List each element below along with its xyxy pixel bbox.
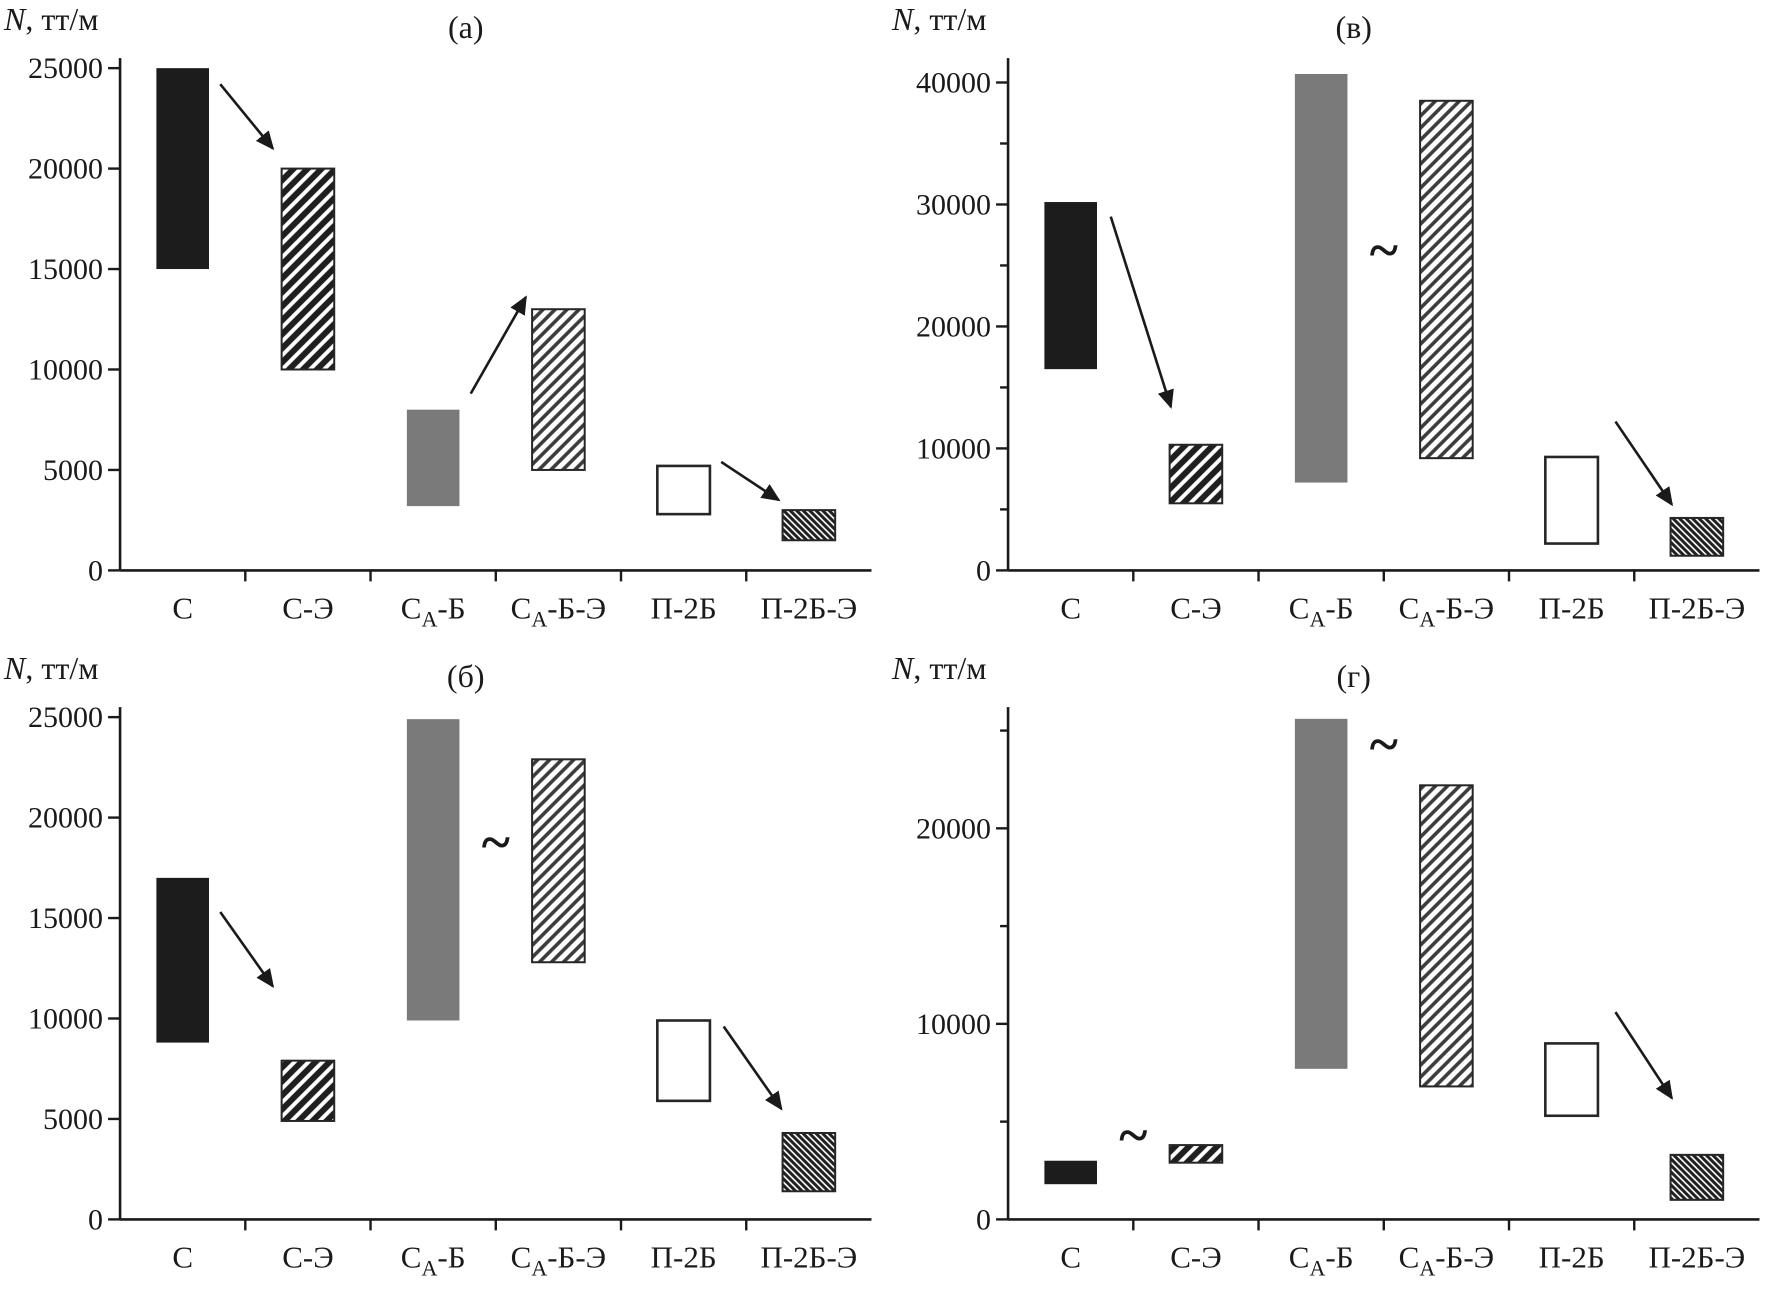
x-category-label: СА-Б <box>1288 590 1353 631</box>
x-category-label: П-2Б-Э <box>1648 1239 1745 1274</box>
trend-arrow <box>1613 1010 1673 1100</box>
range-bar-1 <box>280 1059 336 1122</box>
x-category-label: П-2Б <box>651 590 717 625</box>
y-tick-label: 15000 <box>28 902 103 935</box>
x-category-label: С <box>172 1239 193 1274</box>
panel-g: 0 10000 20000 С С-Э СА-Б СА-Б-Э П-2Б П-2Б-Э N, тт… <box>888 649 1775 1297</box>
y-axis-title: N, тт/м <box>3 650 98 686</box>
y-tick-label: 0 <box>88 554 103 587</box>
y-tick-label: 5000 <box>43 454 103 487</box>
x-category-label: С-Э <box>282 1239 333 1274</box>
y-tick-label: 20000 <box>916 310 991 343</box>
chart-svg-a: 0 5000 10000 15000 20000 25000 С С-Э СА-Б СА-Б-Э П… <box>3 1 872 631</box>
trend-arrow <box>1109 216 1174 409</box>
y-tick-label: 10000 <box>916 1007 991 1040</box>
y-tick-label: 0 <box>88 1203 103 1236</box>
range-bar-4 <box>656 1018 712 1102</box>
range-bar-5 <box>1669 516 1724 557</box>
trend-arrow <box>722 1025 783 1111</box>
trend-arrow <box>1613 420 1673 507</box>
range-bar-5 <box>781 509 837 542</box>
x-category-label: С-Э <box>1170 1239 1221 1274</box>
x-category-label: СА-Б-Э <box>1398 590 1494 631</box>
trend-arrow <box>469 295 527 395</box>
y-tick-label: 10000 <box>28 353 103 386</box>
range-bar-4 <box>1543 455 1599 545</box>
x-category-label: С-Э <box>282 590 333 625</box>
x-category-label: СА-Б-Э <box>511 590 606 631</box>
range-bar-2 <box>1294 718 1347 1069</box>
x-category-label: СА-Б <box>401 1239 466 1280</box>
range-bar-2 <box>406 718 460 1021</box>
x-category-label: П-2Б-Э <box>760 1239 857 1274</box>
panel-label: (в) <box>1335 9 1371 45</box>
y-tick-label: 10000 <box>916 432 991 465</box>
x-category-label: С <box>1060 590 1081 625</box>
x-category-label: С-Э <box>1170 590 1221 625</box>
y-axis-title: N, тт/м <box>891 650 986 686</box>
panel-v: 0 10000 20000 30000 40000 С С-Э СА-Б СА-Б-Э П-2Б П… <box>888 0 1775 649</box>
range-bar-5 <box>781 1131 837 1192</box>
x-category-label: СА-Б-Э <box>1398 1239 1494 1280</box>
range-bar-0 <box>156 877 209 1043</box>
y-tick-label: 15000 <box>28 253 103 286</box>
range-bar-1 <box>1168 443 1223 505</box>
range-bar-3 <box>1418 783 1474 1087</box>
approx-equal-tilde: ~ <box>1369 713 1397 773</box>
chart-svg-v: 0 10000 20000 30000 40000 С С-Э СА-Б СА-Б-Э П-2Б П… <box>891 1 1759 631</box>
trend-arrow <box>720 460 781 502</box>
range-bar-1 <box>280 167 336 371</box>
chart-svg-g: 0 10000 20000 С С-Э СА-Б СА-Б-Э П-2Б П-2Б-Э N, тт… <box>891 650 1759 1280</box>
range-bar-0 <box>1043 1160 1097 1184</box>
range-bar-2 <box>406 409 460 507</box>
trend-arrow <box>219 83 275 151</box>
x-category-label: СА-Б <box>401 590 466 631</box>
chart-svg-b: 0 5000 10000 15000 20000 25000 С С-Э СА-Б СА-Б-Э П… <box>3 650 872 1280</box>
range-bar-4 <box>1543 1041 1599 1117</box>
range-bar-3 <box>531 757 586 963</box>
y-tick-label: 5000 <box>43 1102 103 1135</box>
range-bar-2 <box>1294 73 1347 483</box>
x-category-label: С <box>1060 1239 1081 1274</box>
y-tick-label: 30000 <box>916 188 991 221</box>
y-axis-title: N, тт/м <box>3 1 98 37</box>
y-tick-label: 0 <box>976 554 991 587</box>
panel-label: (а) <box>448 9 484 45</box>
y-tick-label: 20000 <box>28 801 103 834</box>
y-tick-label: 40000 <box>916 67 991 100</box>
y-tick-label: 20000 <box>916 812 991 845</box>
approx-equal-tilde: ~ <box>1369 220 1397 280</box>
x-category-label: П-2Б <box>1538 590 1604 625</box>
x-category-label: П-2Б-Э <box>760 590 857 625</box>
y-tick-label: 25000 <box>28 52 103 85</box>
range-bar-4 <box>656 464 712 516</box>
x-category-label: П-2Б <box>651 1239 717 1274</box>
y-axis-title: N, тт/м <box>891 1 986 37</box>
range-bar-3 <box>1418 99 1474 460</box>
range-bar-3 <box>531 308 586 471</box>
approx-equal-tilde: ~ <box>1119 1104 1147 1164</box>
trend-arrow <box>219 910 275 988</box>
panel-a: 0 5000 10000 15000 20000 25000 С С-Э СА-Б СА-Б-Э П… <box>0 0 888 649</box>
range-bar-0 <box>156 68 209 270</box>
y-tick-label: 25000 <box>28 701 103 734</box>
x-category-label: П-2Б-Э <box>1648 590 1745 625</box>
x-category-label: СА-Б-Э <box>511 1239 606 1280</box>
y-tick-label: 0 <box>976 1203 991 1236</box>
range-bar-5 <box>1669 1153 1724 1201</box>
panel-label: (б) <box>447 658 485 694</box>
x-category-label: П-2Б <box>1538 1239 1604 1274</box>
x-category-label: С <box>172 590 193 625</box>
panel-b: 0 5000 10000 15000 20000 25000 С С-Э СА-Б СА-Б-Э П… <box>0 649 888 1297</box>
range-bar-0 <box>1043 202 1097 370</box>
range-bar-1 <box>1168 1143 1223 1164</box>
approx-equal-tilde: ~ <box>482 811 510 871</box>
y-tick-label: 10000 <box>28 1002 103 1035</box>
x-category-label: СА-Б <box>1288 1239 1353 1280</box>
panel-label: (г) <box>1336 658 1370 694</box>
y-tick-label: 20000 <box>28 153 103 186</box>
